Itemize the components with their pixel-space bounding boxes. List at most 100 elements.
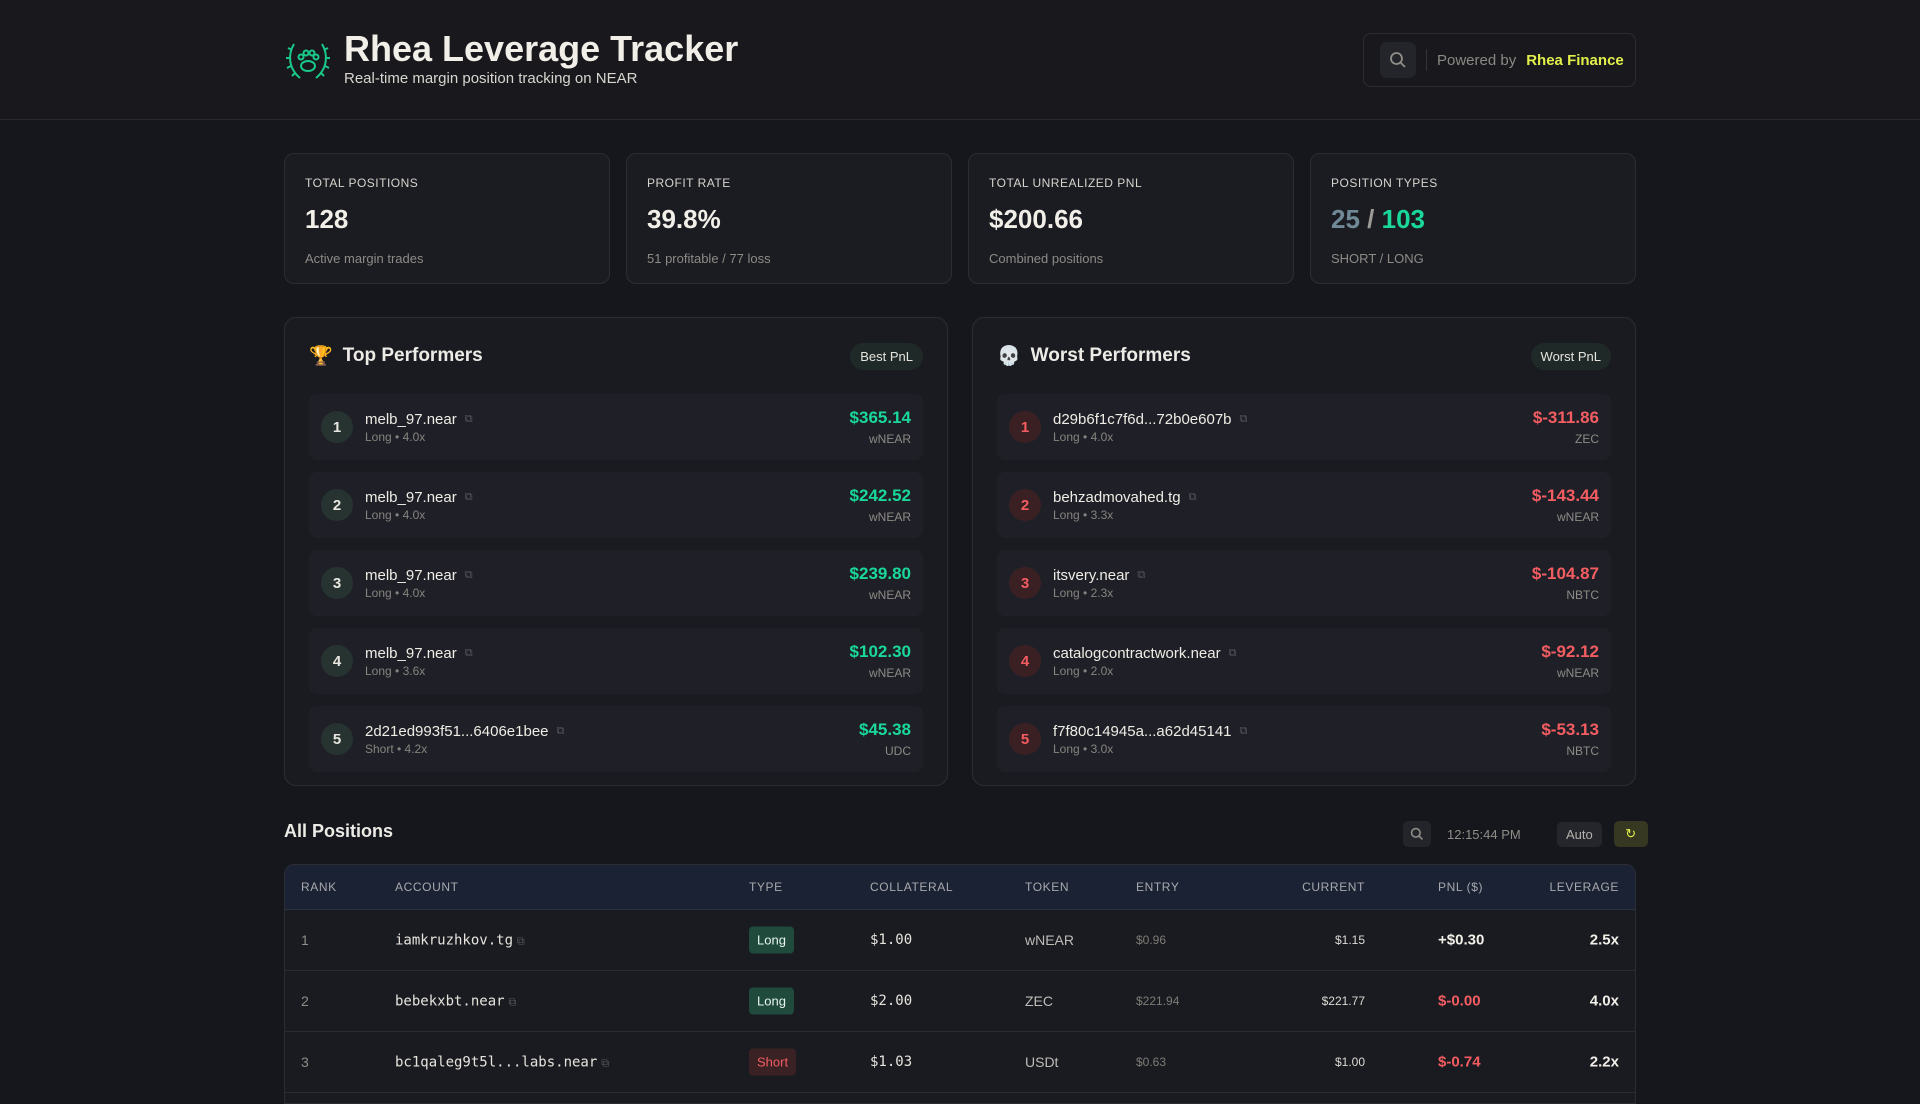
performer-row[interactable]: 5 2d21ed993f51...6406e1bee ⧉ Short • 4.2x… xyxy=(309,706,923,772)
rank-badge: 2 xyxy=(321,489,353,521)
cell-rank: 2 xyxy=(301,993,309,1009)
rank-badge: 3 xyxy=(1009,567,1041,599)
cell-rank: 3 xyxy=(301,1054,309,1070)
position-meta: Long • 4.0x xyxy=(1053,429,1114,444)
performer-row[interactable]: 3 melb_97.near ⧉ Long • 4.0x $239.80 wNEA… xyxy=(309,550,923,616)
cell-account: bebekxbt.near ⧉ xyxy=(395,993,516,1010)
cell-entry: $221.94 xyxy=(1136,994,1180,1008)
pnl-value: $242.52 xyxy=(849,486,911,505)
performer-row[interactable]: 2 behzadmovahed.tg ⧉ Long • 3.3x $-143.44… xyxy=(997,472,1611,538)
cell-entry: $0.63 xyxy=(1136,1055,1167,1069)
performer-row[interactable]: 1 melb_97.near ⧉ Long • 4.0x $365.14 wNEA… xyxy=(309,394,923,460)
performer-row[interactable]: 4 melb_97.near ⧉ Long • 3.6x $102.30 wNEA… xyxy=(309,628,923,694)
powered-by-label: Powered by xyxy=(1437,51,1517,69)
performer-row[interactable]: 2 melb_97.near ⧉ Long • 4.0x $242.52 wNEA… xyxy=(309,472,923,538)
external-link-icon[interactable]: ⧉ xyxy=(601,1057,610,1070)
account-link[interactable]: 2d21ed993f51...6406e1bee xyxy=(365,722,549,740)
refresh-button[interactable]: ↻ xyxy=(1613,821,1648,847)
account-link[interactable]: melb_97.near xyxy=(365,566,457,584)
performer-row[interactable]: 1 d29b6f1c7f6d...72b0e607b ⧉ Long • 4.0x … xyxy=(997,394,1611,460)
position-meta: Long • 3.0x xyxy=(1053,741,1114,756)
performer-row[interactable]: 5 f7f80c14945a...a62d45141 ⧉ Long • 3.0x … xyxy=(997,706,1611,772)
type-tag: Short xyxy=(749,1048,797,1076)
external-link-icon[interactable]: ⧉ xyxy=(556,724,565,737)
table-row[interactable]: 2 bebekxbt.near ⧉ Long $2.00 ZEC $221.94… xyxy=(285,971,1635,1032)
account-link[interactable]: iamkruzhkov.tg xyxy=(395,932,514,949)
position-meta: Long • 2.3x xyxy=(1053,585,1114,600)
token-label: NBTC xyxy=(1566,744,1599,758)
cell-account: bc1qaleg9t5l...labs.near ⧉ xyxy=(395,1054,609,1071)
external-link-icon[interactable]: ⧉ xyxy=(1239,724,1248,737)
position-meta: Long • 3.3x xyxy=(1053,507,1114,522)
col-collateral[interactable]: COLLATERAL xyxy=(870,880,954,894)
external-link-icon[interactable]: ⧉ xyxy=(516,935,525,948)
cell-token: wNEAR xyxy=(1025,932,1075,948)
external-link-icon[interactable]: ⧉ xyxy=(464,646,473,659)
performer-row[interactable]: 3 itsvery.near ⧉ Long • 2.3x $-104.87 NBT… xyxy=(997,550,1611,616)
account-link[interactable]: f7f80c14945a...a62d45141 xyxy=(1053,722,1232,740)
best-pnl-badge: Best PnL xyxy=(850,342,923,370)
app-subtitle: Real-time margin position tracking on NE… xyxy=(344,70,638,87)
account-link[interactable]: d29b6f1c7f6d...72b0e607b xyxy=(1053,410,1232,428)
col-entry[interactable]: ENTRY xyxy=(1136,880,1180,894)
top-performers-panel: 🏆 Top Performers Best PnL 1 melb_97.near ⧉ … xyxy=(284,317,948,786)
account-link[interactable]: melb_97.near xyxy=(365,488,457,506)
all-positions-title: All Positions xyxy=(284,821,394,841)
external-link-icon[interactable]: ⧉ xyxy=(1228,646,1237,659)
pnl-value: $365.14 xyxy=(849,408,911,427)
long-count: 103 xyxy=(1381,204,1426,234)
col-pnl[interactable]: PNL ($) xyxy=(1438,880,1484,894)
search-icon xyxy=(1390,52,1406,68)
account-link[interactable]: itsvery.near xyxy=(1053,566,1130,584)
col-current[interactable]: CURRENT xyxy=(1302,880,1365,894)
cell-pnl: $-0.74 xyxy=(1438,1053,1481,1071)
external-link-icon[interactable]: ⧉ xyxy=(464,568,473,581)
skull-icon: 💀 xyxy=(997,346,1021,367)
position-meta: Long • 2.0x xyxy=(1053,663,1114,678)
table-search-button[interactable] xyxy=(1403,821,1431,847)
external-link-icon[interactable]: ⧉ xyxy=(464,490,473,503)
external-link-icon[interactable]: ⧉ xyxy=(1137,568,1146,581)
rank-badge: 3 xyxy=(321,567,353,599)
stat-label: PROFIT RATE xyxy=(647,176,731,190)
account-link[interactable]: bebekxbt.near xyxy=(395,993,505,1010)
stat-label: POSITION TYPES xyxy=(1331,176,1438,190)
rank-badge: 5 xyxy=(1009,723,1041,755)
pnl-value: $-143.44 xyxy=(1531,486,1599,505)
stat-label: TOTAL UNREALIZED PNL xyxy=(989,176,1143,190)
col-token[interactable]: TOKEN xyxy=(1025,880,1070,894)
col-account[interactable]: ACCOUNT xyxy=(395,880,459,894)
col-rank[interactable]: RANK xyxy=(301,880,337,894)
stat-label: TOTAL POSITIONS xyxy=(305,176,419,190)
col-leverage[interactable]: LEVERAGE xyxy=(1549,880,1619,894)
account-link[interactable]: catalogcontractwork.near xyxy=(1053,644,1221,662)
performer-row[interactable]: 4 catalogcontractwork.near ⧉ Long • 2.0x … xyxy=(997,628,1611,694)
pnl-value: $102.30 xyxy=(849,642,911,661)
stat-value: $200.66 xyxy=(989,204,1083,234)
rank-badge: 5 xyxy=(321,723,353,755)
auto-refresh-toggle[interactable]: Auto xyxy=(1557,821,1602,847)
table-row[interactable]: 3 bc1qaleg9t5l...labs.near ⧉ Short $1.03… xyxy=(285,1032,1635,1093)
table-row[interactable]: 1 iamkruzhkov.tg ⧉ Long $1.00 wNEAR $0.9… xyxy=(285,910,1635,971)
search-button[interactable] xyxy=(1380,42,1416,78)
stat-profit-rate: PROFIT RATE 39.8% 51 profitable / 77 los… xyxy=(626,153,952,284)
account-link[interactable]: melb_97.near xyxy=(365,410,457,428)
external-link-icon[interactable]: ⧉ xyxy=(1239,412,1248,425)
brand-link[interactable]: Rhea Finance xyxy=(1526,51,1624,69)
table-header: RANK ACCOUNT TYPE COLLATERAL TOKEN ENTRY… xyxy=(285,865,1635,910)
account-link[interactable]: behzadmovahed.tg xyxy=(1053,488,1181,506)
cell-pnl: $-0.00 xyxy=(1438,992,1481,1010)
account-link[interactable]: melb_97.near xyxy=(365,644,457,662)
stat-sub: 51 profitable / 77 loss xyxy=(647,251,771,266)
rank-badge: 1 xyxy=(1009,411,1041,443)
pnl-value: $45.38 xyxy=(859,720,911,739)
external-link-icon[interactable]: ⧉ xyxy=(464,412,473,425)
external-link-icon[interactable]: ⧉ xyxy=(508,996,517,1009)
external-link-icon[interactable]: ⧉ xyxy=(1188,490,1197,503)
col-type[interactable]: TYPE xyxy=(749,880,783,894)
search-icon xyxy=(1410,827,1423,840)
token-label: wNEAR xyxy=(868,510,911,524)
positions-table: RANK ACCOUNT TYPE COLLATERAL TOKEN ENTRY… xyxy=(284,864,1636,1104)
account-link[interactable]: bc1qaleg9t5l...labs.near xyxy=(395,1054,598,1071)
stat-unrealized-pnl: TOTAL UNREALIZED PNL $200.66 Combined po… xyxy=(968,153,1294,284)
